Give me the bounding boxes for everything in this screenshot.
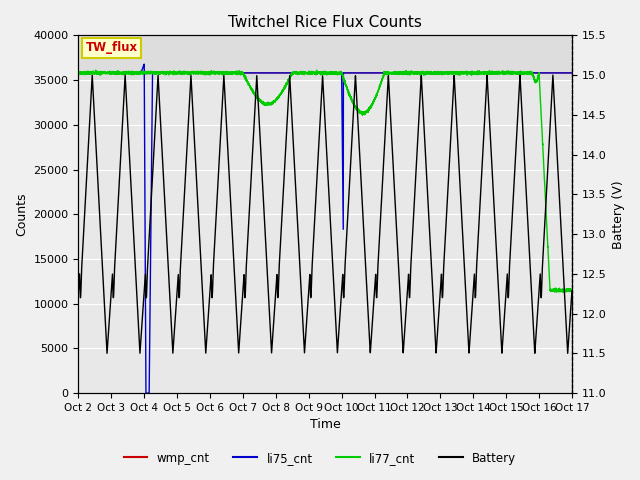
X-axis label: Time: Time bbox=[310, 419, 340, 432]
li77_cnt bbox=[564, 287, 572, 292]
Battery bbox=[564, 343, 572, 349]
li77_cnt bbox=[75, 70, 83, 75]
li75_cnt bbox=[195, 70, 202, 76]
Legend: wmp_cnt, li75_cnt, li77_cnt, Battery: wmp_cnt, li75_cnt, li77_cnt, Battery bbox=[119, 447, 521, 469]
li75_cnt bbox=[192, 70, 200, 76]
Battery bbox=[296, 260, 303, 266]
li75_cnt bbox=[189, 70, 197, 76]
Battery bbox=[75, 288, 83, 294]
wmp_cnt bbox=[189, 70, 197, 76]
li77_cnt bbox=[195, 70, 202, 75]
li75_cnt bbox=[142, 390, 150, 396]
li75_cnt bbox=[296, 70, 303, 76]
li77_cnt bbox=[260, 100, 268, 106]
li75_cnt bbox=[140, 61, 148, 67]
wmp_cnt bbox=[564, 70, 572, 76]
wmp_cnt bbox=[568, 70, 576, 76]
Y-axis label: Battery (V): Battery (V) bbox=[612, 180, 625, 249]
Bar bbox=[79, 36, 572, 80]
Battery bbox=[260, 218, 268, 224]
li75_cnt bbox=[564, 70, 572, 76]
li75_cnt bbox=[260, 70, 268, 76]
wmp_cnt bbox=[75, 70, 83, 76]
Title: Twitchel Rice Flux Counts: Twitchel Rice Flux Counts bbox=[228, 15, 422, 30]
Battery bbox=[568, 288, 576, 294]
wmp_cnt bbox=[296, 70, 303, 76]
li77_cnt bbox=[313, 67, 321, 73]
li77_cnt bbox=[296, 70, 303, 75]
Battery bbox=[189, 113, 197, 119]
Text: TW_flux: TW_flux bbox=[86, 41, 138, 54]
Line: li75_cnt: li75_cnt bbox=[79, 64, 572, 393]
wmp_cnt bbox=[195, 70, 202, 76]
Battery bbox=[564, 350, 572, 356]
li77_cnt bbox=[561, 289, 568, 295]
Battery bbox=[195, 210, 202, 216]
Line: Battery: Battery bbox=[79, 75, 572, 353]
li77_cnt bbox=[192, 72, 200, 77]
Battery bbox=[192, 162, 200, 168]
Line: li77_cnt: li77_cnt bbox=[79, 70, 572, 292]
Y-axis label: Counts: Counts bbox=[15, 192, 28, 236]
li75_cnt bbox=[568, 70, 576, 76]
wmp_cnt bbox=[260, 70, 268, 76]
wmp_cnt bbox=[192, 70, 200, 76]
Battery bbox=[88, 72, 96, 78]
li75_cnt bbox=[75, 70, 83, 76]
li77_cnt bbox=[568, 288, 576, 294]
li77_cnt bbox=[189, 70, 197, 76]
